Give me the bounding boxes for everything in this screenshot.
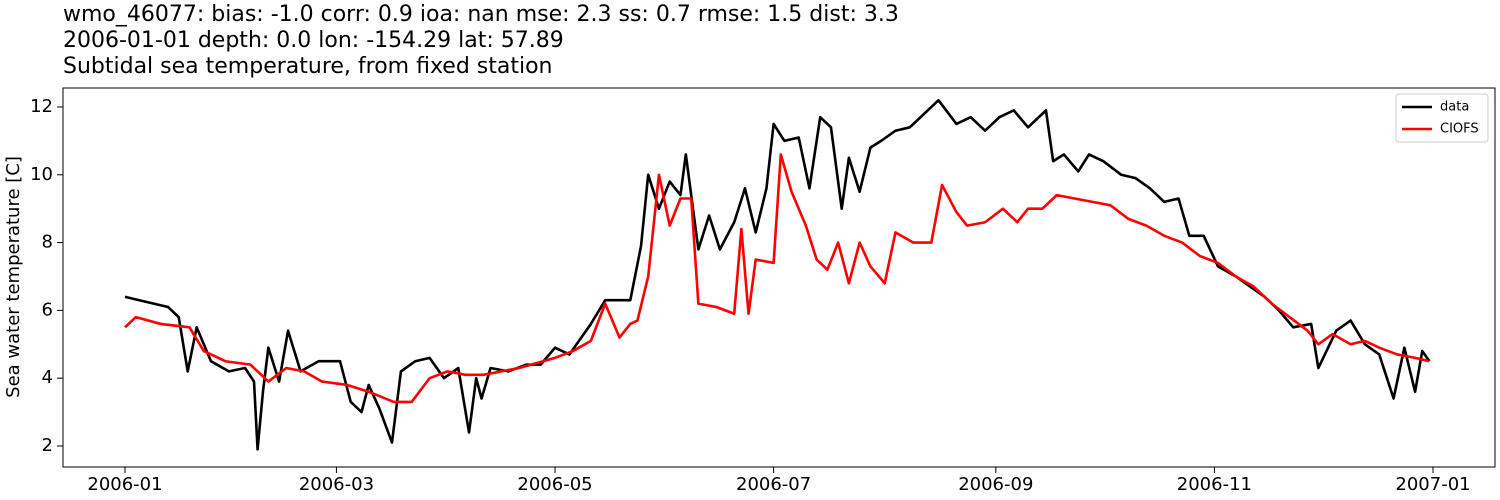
x-tick-label: 2006-01 (87, 474, 162, 495)
title-line: 2006-01-01 depth: 0.0 lon: -154.29 lat: … (63, 28, 564, 53)
y-tick-label: 6 (42, 299, 53, 320)
x-tick-label: 2006-05 (517, 474, 592, 495)
y-axis-label: Sea water temperature [C] (3, 156, 24, 398)
title-line: wmo_46077: bias: -1.0 corr: 0.9 ioa: nan… (63, 2, 899, 27)
y-tick-label: 10 (30, 164, 53, 185)
x-tick-label: 2006-03 (299, 474, 374, 495)
series-line (124, 98, 1431, 451)
series-line (124, 153, 1430, 404)
x-tick-label: 2007-01 (1395, 474, 1470, 495)
plot-frame (62, 87, 1496, 468)
x-tick-label: 2006-11 (1177, 474, 1252, 495)
y-tick-label: 4 (42, 367, 53, 388)
y-tick-label: 2 (42, 435, 53, 456)
x-tick-label: 2006-07 (736, 474, 811, 495)
y-tick-label: 12 (30, 96, 53, 117)
legend-label: CIOFS (1440, 122, 1479, 137)
title-line: Subtidal sea temperature, from fixed sta… (63, 54, 553, 79)
legend-label: data (1440, 100, 1469, 115)
y-tick-label: 8 (42, 232, 53, 253)
x-tick-label: 2006-09 (958, 474, 1033, 495)
legend: data CIOFS (1395, 93, 1489, 143)
